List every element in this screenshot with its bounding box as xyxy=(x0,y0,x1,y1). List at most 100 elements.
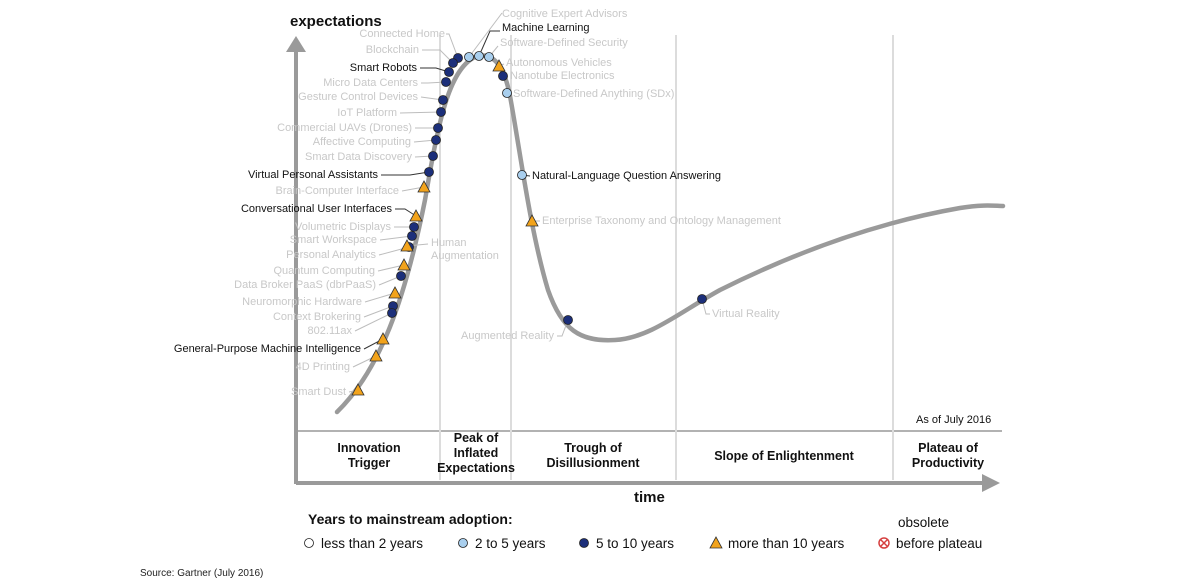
tech-label-connected-home: Connected Home xyxy=(359,28,445,40)
marker-cognitive-expert-advisors xyxy=(464,52,474,62)
tech-label-micro-data-centers: Micro Data Centers xyxy=(323,77,418,89)
marker-iot-platform xyxy=(436,107,446,117)
tech-label-802-11ax: 802.11ax xyxy=(308,325,353,337)
tech-label-general-purpose-machine-intelligence: General-Purpose Machine Intelligence xyxy=(174,343,361,355)
legend-swatch-obsolete xyxy=(878,537,890,549)
tech-label-augmented-reality: Augmented Reality xyxy=(461,330,554,342)
legend-swatch-2to5 xyxy=(458,538,468,548)
tech-label-context-brokering: Context Brokering xyxy=(273,311,361,323)
tech-label-cognitive-expert-advisors: Cognitive Expert Advisors xyxy=(502,8,628,20)
marker-brain-computer-interface xyxy=(417,180,431,193)
legend-title: Years to mainstream adoption: xyxy=(308,511,513,527)
marker-gesture-control-devices xyxy=(438,95,448,105)
tech-label-autonomous-vehicles: Autonomous Vehicles xyxy=(506,57,612,69)
tech-label-volumetric-displays: Volumetric Displays xyxy=(295,221,391,233)
tech-label-natural-language-question-answering: Natural-Language Question Answering xyxy=(532,170,721,182)
tech-label-software-defined-anything-sdx: Software-Defined Anything (SDx) xyxy=(513,88,674,100)
marker-affective-computing xyxy=(431,135,441,145)
as-of-label: As of July 2016 xyxy=(916,414,991,426)
leader-virtual-personal-assistants xyxy=(381,171,430,176)
tech-label-human-augmentation-0: Human xyxy=(431,237,466,249)
tech-label-commercial-uavs-drones: Commercial UAVs (Drones) xyxy=(277,122,412,134)
marker-micro-data-centers xyxy=(441,77,451,87)
tech-label-human-augmentation-1: Augmentation xyxy=(431,250,499,262)
tech-label-virtual-reality: Virtual Reality xyxy=(712,308,780,320)
leader-augmented-reality xyxy=(557,319,569,337)
leader-connected-home xyxy=(446,33,459,59)
tech-label-smart-dust: Smart Dust xyxy=(291,386,346,398)
marker-autonomous-vehicles xyxy=(492,59,506,72)
marker-neuromorphic-hardware xyxy=(388,286,402,299)
hype-curve xyxy=(334,53,1006,415)
x-axis-title: time xyxy=(634,489,665,506)
marker-smart-robots xyxy=(444,67,454,77)
marker-conversational-user-interfaces xyxy=(409,209,423,222)
tech-label-neuromorphic-hardware: Neuromorphic Hardware xyxy=(242,296,362,308)
marker-quantum-computing xyxy=(397,258,411,271)
tech-label-nanotube-electronics: Nanotube Electronics xyxy=(510,70,615,82)
marker-smart-dust xyxy=(351,383,365,396)
x-axis xyxy=(296,474,1000,492)
source-note: Source: Gartner (July 2016) xyxy=(140,568,263,579)
legend-swatch-5to10 xyxy=(579,538,589,548)
leader-context-brokering xyxy=(363,305,394,318)
phase-label-innovation-trigger-0: Innovation xyxy=(337,441,400,455)
marker-commercial-uavs-drones xyxy=(433,123,443,133)
leader-conversational-user-interfaces xyxy=(395,208,417,217)
legend-label-5to10: 5 to 10 years xyxy=(596,536,674,551)
leader-quantum-computing xyxy=(377,264,405,272)
tech-label-machine-learning: Machine Learning xyxy=(502,22,589,34)
leader-802-11ax xyxy=(354,312,393,332)
marker-enterprise-taxonomy-and-ontology-management xyxy=(525,214,539,227)
leader-cognitive-expert-advisors xyxy=(468,12,503,58)
phase-label-trough-0: Trough of xyxy=(564,441,622,455)
marker-4d-printing xyxy=(369,349,383,362)
marker-virtual-personal-assistants xyxy=(424,167,434,177)
tech-label-smart-workspace: Smart Workspace xyxy=(290,234,377,246)
tech-label-gesture-control-devices: Gesture Control Devices xyxy=(298,91,418,103)
legend-label-2to5: 2 to 5 years xyxy=(475,536,546,551)
tech-label-4d-printing: 4D Printing xyxy=(296,361,350,373)
marker-802-11ax xyxy=(387,308,397,318)
phase-label-peak-0: Peak of xyxy=(454,431,499,445)
tech-label-iot-platform: IoT Platform xyxy=(337,107,397,119)
tech-label-conversational-user-interfaces: Conversational User Interfaces xyxy=(241,203,393,215)
marker-software-defined-security xyxy=(484,52,494,62)
marker-data-broker-paas-dbrpaas xyxy=(396,271,406,281)
marker-virtual-reality xyxy=(697,294,707,304)
legend-swatch-lt2 xyxy=(304,538,314,548)
tech-label-personal-analytics: Personal Analytics xyxy=(286,249,376,261)
tech-label-smart-robots: Smart Robots xyxy=(350,62,418,74)
legend-label-lt2: less than 2 years xyxy=(321,536,423,551)
tech-label-brain-computer-interface: Brain-Computer Interface xyxy=(276,185,400,197)
phase-label-plateau-1: Productivity xyxy=(912,456,984,470)
phase-dividers xyxy=(439,35,894,480)
marker-nanotube-electronics xyxy=(498,71,508,81)
legend-label-obsolete: before plateau xyxy=(896,536,982,551)
marker-general-purpose-machine-intelligence xyxy=(376,332,390,345)
tech-label-enterprise-taxonomy-and-ontology-management: Enterprise Taxonomy and Ontology Managem… xyxy=(542,215,781,227)
leader-iot-platform xyxy=(399,111,442,114)
tech-label-data-broker-paas-dbrpaas: Data Broker PaaS (dbrPaaS) xyxy=(234,279,376,291)
tech-label-blockchain: Blockchain xyxy=(366,44,419,56)
legend-label-top-obsolete: obsolete xyxy=(898,515,949,530)
leader-blockchain xyxy=(422,49,454,64)
tech-label-software-defined-security: Software-Defined Security xyxy=(500,37,628,49)
tech-label-quantum-computing: Quantum Computing xyxy=(274,265,376,277)
leader-micro-data-centers xyxy=(421,81,447,84)
phase-label-trough-1: Disillusionment xyxy=(546,456,640,470)
marker-augmented-reality xyxy=(563,315,573,325)
marker-smart-data-discovery xyxy=(428,151,438,161)
marker-software-defined-anything-sdx xyxy=(502,88,512,98)
y-axis-title: expectations xyxy=(290,13,382,30)
legend-swatch-gt10 xyxy=(709,536,723,549)
technology-labels: Cognitive Expert Advisors Machine Learnin… xyxy=(174,8,781,398)
tech-label-smart-data-discovery: Smart Data Discovery xyxy=(305,151,412,163)
phase-label-plateau-0: Plateau of xyxy=(918,441,979,455)
technology-markers xyxy=(351,51,707,396)
leader-smart-workspace xyxy=(379,235,413,241)
legend: Years to mainstream adoption: less than 2… xyxy=(304,511,982,551)
marker-smart-workspace xyxy=(407,231,417,241)
